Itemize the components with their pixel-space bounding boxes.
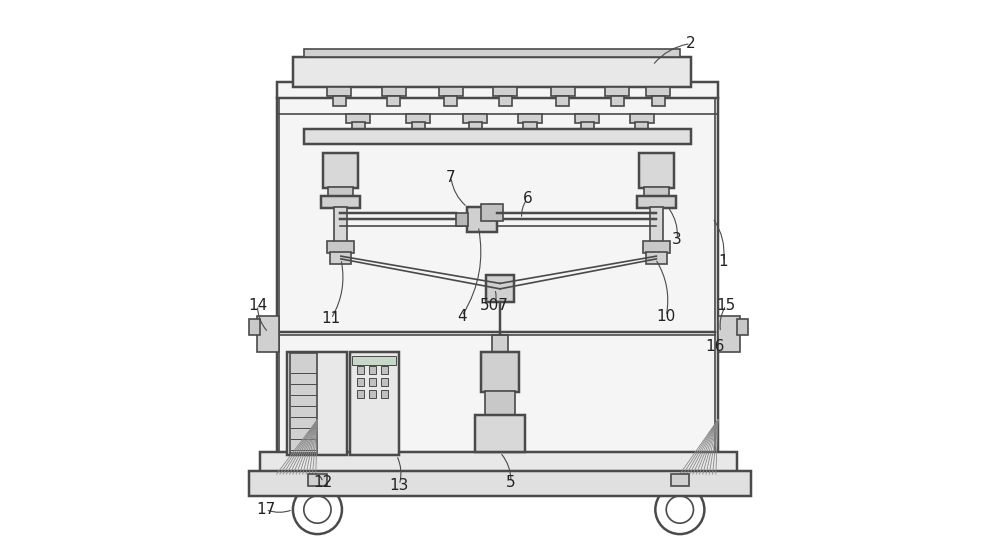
Bar — [630, 114, 654, 123]
Polygon shape — [680, 332, 718, 474]
Bar — [481, 204, 503, 221]
Bar — [637, 196, 676, 208]
Bar — [323, 153, 358, 188]
Bar — [387, 96, 400, 106]
Bar — [293, 57, 691, 87]
Bar — [475, 415, 525, 452]
Bar — [369, 366, 376, 374]
Bar — [334, 207, 347, 243]
Bar — [257, 316, 279, 352]
Text: 16: 16 — [706, 338, 725, 354]
Bar — [328, 187, 353, 197]
Bar — [646, 252, 667, 264]
Text: 15: 15 — [717, 298, 736, 313]
Bar — [575, 114, 599, 123]
Bar — [369, 378, 376, 386]
Text: 3: 3 — [672, 232, 682, 247]
Text: 7: 7 — [446, 169, 456, 185]
Bar — [357, 390, 364, 398]
Bar — [643, 241, 670, 253]
Bar — [481, 352, 519, 392]
Text: 4: 4 — [457, 308, 467, 324]
Bar — [333, 96, 346, 106]
Bar — [381, 366, 388, 374]
Bar — [556, 96, 569, 106]
Bar — [523, 122, 537, 130]
Bar — [444, 96, 457, 106]
Bar — [485, 391, 515, 417]
Bar — [639, 153, 674, 188]
Bar — [304, 49, 680, 57]
Text: 1: 1 — [719, 254, 728, 269]
Bar — [330, 252, 351, 264]
Bar — [357, 366, 364, 374]
Text: 10: 10 — [657, 308, 676, 324]
Text: 6: 6 — [522, 191, 532, 207]
Bar — [737, 319, 748, 335]
Bar — [605, 87, 629, 96]
Text: 13: 13 — [389, 477, 409, 493]
Bar — [492, 335, 508, 354]
Bar — [327, 87, 351, 96]
Bar — [406, 114, 430, 123]
Bar — [350, 352, 399, 455]
Bar — [650, 207, 663, 243]
Bar — [518, 114, 542, 123]
Bar — [382, 87, 406, 96]
Bar — [551, 87, 575, 96]
Bar — [346, 114, 370, 123]
Bar — [644, 187, 669, 197]
Bar — [469, 122, 482, 130]
Bar — [352, 356, 396, 365]
Bar — [369, 390, 376, 398]
Bar — [249, 471, 751, 496]
Bar — [581, 122, 594, 130]
Bar — [327, 241, 354, 253]
Bar — [652, 96, 665, 106]
Bar — [467, 207, 497, 232]
Bar — [357, 378, 364, 386]
Bar — [304, 129, 691, 144]
Text: 12: 12 — [313, 475, 332, 490]
Text: 17: 17 — [256, 502, 275, 517]
Bar — [456, 213, 468, 226]
Text: 14: 14 — [248, 298, 267, 313]
Bar — [635, 122, 648, 130]
Text: 2: 2 — [686, 36, 696, 51]
Bar — [439, 87, 463, 96]
Bar — [646, 87, 670, 96]
Bar — [611, 96, 624, 106]
Text: 11: 11 — [321, 311, 341, 326]
Bar — [412, 122, 425, 130]
Bar — [260, 452, 737, 474]
Bar — [381, 390, 388, 398]
Bar — [290, 353, 317, 453]
Bar — [486, 275, 514, 302]
Bar — [249, 319, 260, 335]
Bar — [321, 196, 360, 208]
Bar — [287, 352, 347, 455]
Bar — [499, 96, 512, 106]
Text: 5: 5 — [506, 475, 516, 490]
Bar — [277, 82, 718, 474]
Bar — [718, 316, 740, 352]
Bar — [671, 474, 689, 486]
Text: 507: 507 — [480, 298, 509, 313]
Bar — [463, 114, 487, 123]
Bar — [493, 87, 517, 96]
Bar — [381, 378, 388, 386]
Bar — [308, 474, 327, 486]
Bar — [352, 122, 365, 130]
Polygon shape — [277, 332, 317, 474]
